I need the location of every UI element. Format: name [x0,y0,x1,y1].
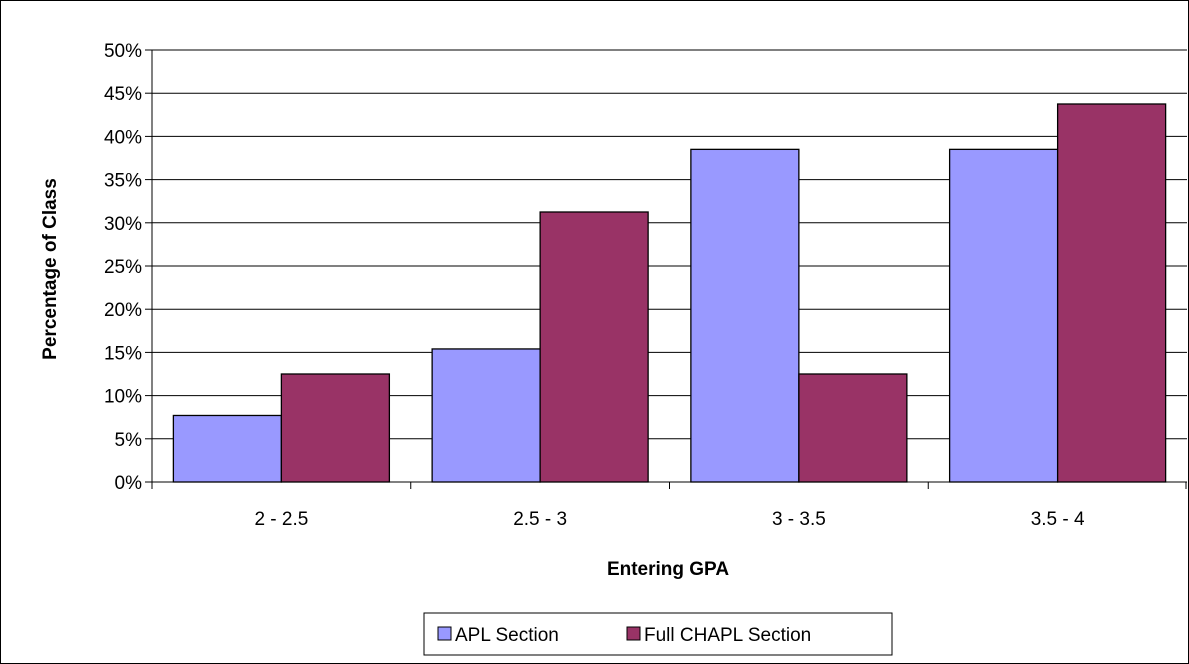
legend-box [423,612,893,656]
bar [948,148,1059,483]
y-tick-label: 25% [104,257,142,278]
y-tick-label: 35% [104,171,142,192]
y-tick-labels: 0% 5% 10% 15% 20% 25% 30% 35% 40% 45% 50% [104,41,142,494]
y-tick-label: 0% [115,473,143,494]
x-tick-label: 3 - 3.5 [772,509,826,530]
y-tick-label: 15% [104,343,142,364]
bars [172,103,1167,483]
y-tick-label: 20% [104,300,142,321]
x-axis-title: Entering GPA [607,559,729,580]
y-tick-label: 50% [104,41,142,62]
x-tick-label: 2 - 2.5 [254,509,308,530]
bar [1056,103,1167,483]
bar [431,348,541,483]
axes [145,49,1187,489]
x-tick-label: 3.5 - 4 [1031,509,1085,530]
y-tick-label: 30% [104,214,142,235]
y-tick-label: 40% [104,127,142,148]
bar [690,148,800,483]
bar [539,211,649,483]
bar [172,414,283,483]
y-tick-label: 5% [115,430,143,451]
y-axis-title: Percentage of Class [40,178,61,360]
legend: APL Section Full CHAPL Section [423,612,893,656]
bar [280,373,391,483]
legend-label: Full CHAPL Section [644,625,811,646]
y-tick-label: 45% [104,84,142,105]
bar [798,373,908,483]
legend-label: APL Section [455,625,559,646]
x-tick-labels: 2 - 2.5 2.5 - 3 3 - 3.5 3.5 - 4 [254,509,1085,530]
y-tick-label: 10% [104,387,142,408]
x-tick-label: 2.5 - 3 [513,509,567,530]
legend-swatch [437,626,452,641]
legend-swatch [626,626,641,641]
